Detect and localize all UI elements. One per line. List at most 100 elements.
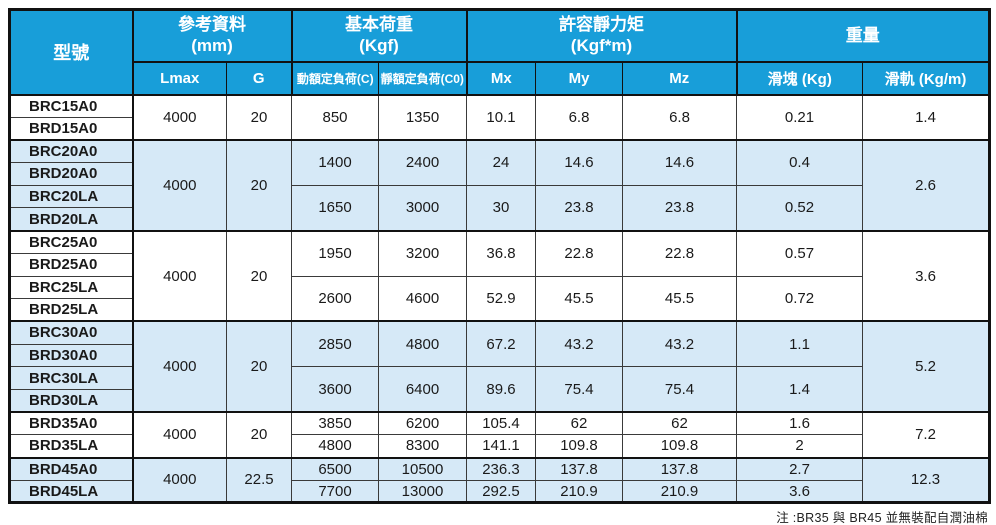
lmax-cell: 4000	[132, 456, 227, 504]
table-body: BRC15A0 4000 20 850 1350 10.1 6.8 6.8 0.21 1.4 BRD…	[9, 93, 990, 504]
static-load-cell: 13000	[378, 479, 467, 504]
mz-cell: 137.8	[622, 456, 737, 481]
table-header: 型號 參考資料 (mm) 基本荷重 (Kgf) 許容靜力矩 (Kgf*m) 重量	[9, 9, 990, 96]
block-weight-cell: 0.52	[736, 184, 863, 232]
my-cell: 137.8	[535, 456, 623, 481]
table-row: BRC25LA 2600 4600 52.9 45.5 45.5 0.72	[9, 275, 990, 322]
model-cell: BRD45LA	[9, 479, 134, 504]
mz-cell: 75.4	[622, 366, 737, 413]
mz-cell: 62	[622, 411, 737, 436]
block-weight-cell: 0.21	[736, 93, 863, 141]
table-row: BRD45LA 7700 13000 292.5 210.9 210.9 3.6	[9, 479, 990, 504]
model-cell: BRD20LA	[9, 207, 134, 232]
model-cell: BRD20A0	[9, 162, 134, 186]
rail-weight-cell: 3.6	[862, 229, 990, 322]
column-header-static-load: 靜額定負荷(C0)	[378, 60, 467, 96]
lmax-cell: 4000	[132, 320, 227, 413]
table-row: BRC30A0 4000 20 2850 4800 67.2 43.2 43.2 1.1 5.2	[9, 320, 990, 413]
mx-cell: 52.9	[466, 275, 536, 322]
column-group-weight: 重量	[735, 9, 990, 63]
dynamic-load-cell: 1950	[291, 229, 379, 277]
my-cell: 210.9	[535, 479, 623, 504]
model-cell: BRD35LA	[9, 434, 134, 458]
column-header-model: 型號	[9, 9, 134, 96]
dynamic-load-cell: 7700	[291, 479, 379, 504]
dynamic-load-cell: 4800	[291, 434, 379, 458]
column-header-mx: Mx	[465, 60, 536, 96]
my-cell: 6.8	[535, 93, 623, 141]
table-row: BRD45A0 4000 22.5 6500 10500 236.3 137.8 137.8 2…	[9, 456, 990, 504]
mx-cell: 30	[466, 184, 536, 232]
dynamic-load-cell: 3600	[291, 366, 379, 413]
static-load-cell: 3000	[378, 184, 467, 232]
model-cell: BRD25LA	[9, 298, 134, 322]
model-cell: BRD25A0	[9, 252, 134, 277]
block-weight-cell: 1.1	[736, 320, 863, 368]
dynamic-load-cell: 3850	[291, 411, 379, 436]
column-header-lmax: Lmax	[132, 60, 227, 96]
group-label: 重量	[845, 25, 880, 45]
my-cell: 14.6	[535, 138, 623, 186]
table-row: BRC25A0 4000 20 1950 3200 36.8 22.8 22.8 0.57 3.6	[9, 229, 990, 322]
column-group-basic-load: 基本荷重 (Kgf)	[290, 9, 467, 63]
dynamic-load-cell: 1400	[291, 138, 379, 186]
model-cell: BRC15A0	[9, 93, 134, 118]
mz-cell: 23.8	[622, 184, 737, 232]
block-weight-cell: 3.6	[736, 479, 863, 504]
my-cell: 75.4	[535, 366, 623, 413]
mz-cell: 14.6	[622, 138, 737, 186]
column-group-static-moment: 許容靜力矩 (Kgf*m)	[465, 9, 737, 63]
table-row: BRC15A0 4000 20 850 1350 10.1 6.8 6.8 0.21 1.4	[9, 93, 990, 141]
table-row: BRD15A0	[9, 116, 990, 141]
static-load-cell: 4600	[378, 275, 467, 322]
model-cell: BRC25A0	[9, 229, 134, 254]
group-label: 基本荷重	[345, 15, 413, 35]
dynamic-load-cell: 1650	[291, 184, 379, 232]
my-cell: 43.2	[535, 320, 623, 368]
my-cell: 62	[535, 411, 623, 436]
group-unit: (Kgf*m)	[570, 35, 633, 55]
static-load-cell: 8300	[378, 434, 467, 458]
lmax-cell: 4000	[132, 411, 227, 459]
static-load-cell: 6200	[378, 411, 467, 436]
static-load-cell: 4800	[378, 320, 467, 368]
mx-cell: 67.2	[466, 320, 536, 368]
g-cell: 20	[226, 411, 292, 459]
g-cell: 20	[226, 138, 292, 232]
static-load-cell: 3200	[378, 229, 467, 277]
lmax-cell: 4000	[132, 229, 227, 322]
model-cell: BRD30LA	[9, 388, 134, 413]
model-cell: BRC30A0	[9, 320, 134, 345]
rail-weight-cell: 1.4	[862, 93, 990, 141]
mz-cell: 22.8	[622, 229, 737, 277]
rail-weight-cell: 12.3	[862, 456, 990, 504]
model-cell: BRD45A0	[9, 456, 134, 481]
column-header-g: G	[226, 60, 292, 96]
column-header-mz: Mz	[622, 60, 737, 96]
mz-cell: 6.8	[622, 93, 737, 141]
mx-cell: 10.1	[466, 93, 536, 141]
dynamic-load-cell: 6500	[291, 456, 379, 481]
table-row: BRC20A0 4000 20 1400 2400 24 14.6 14.6 0.4 2.6	[9, 138, 990, 232]
block-weight-cell: 0.72	[736, 275, 863, 322]
my-cell: 22.8	[535, 229, 623, 277]
static-load-cell: 6400	[378, 366, 467, 413]
group-label: 參考資料	[178, 15, 246, 35]
block-weight-cell: 0.4	[736, 138, 863, 186]
table-row: BRD35A0 4000 20 3850 6200 105.4 62 62 1.6 7.2	[9, 411, 990, 459]
rail-weight-cell: 5.2	[862, 320, 990, 413]
mx-cell: 24	[466, 138, 536, 186]
block-weight-cell: 2	[736, 434, 863, 458]
g-cell: 20	[226, 320, 292, 413]
static-load-cell: 1350	[378, 93, 467, 141]
g-cell: 20	[226, 93, 292, 141]
block-weight-cell: 1.6	[736, 411, 863, 436]
mx-cell: 89.6	[466, 366, 536, 413]
model-cell: BRC25LA	[9, 275, 134, 300]
block-weight-cell: 2.7	[736, 456, 863, 481]
block-weight-cell: 0.57	[736, 229, 863, 277]
table-row: BRD20A0	[9, 162, 990, 186]
table-row: BRD30A0	[9, 343, 990, 368]
g-cell: 20	[226, 229, 292, 322]
